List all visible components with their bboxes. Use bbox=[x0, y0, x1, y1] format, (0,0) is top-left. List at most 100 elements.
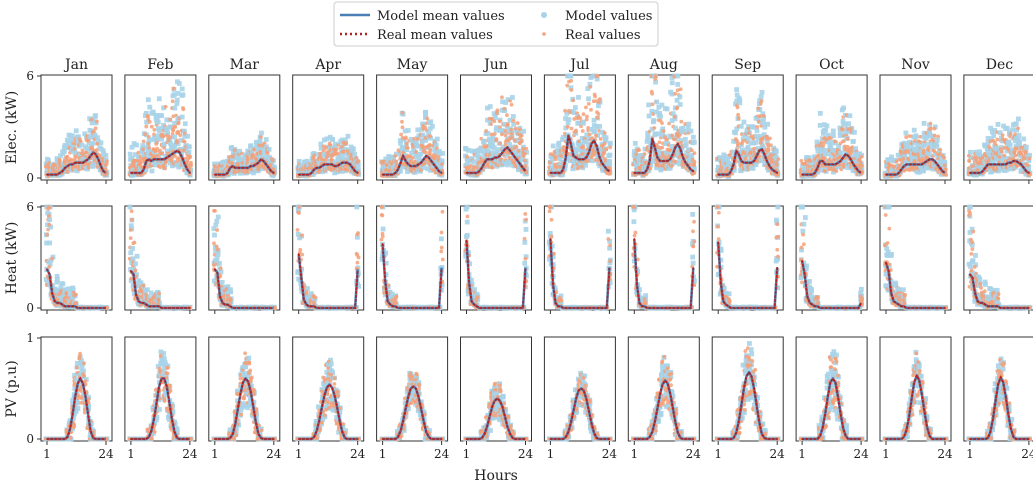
real-value-point bbox=[334, 147, 339, 152]
legend-model-values-label: Model values bbox=[565, 9, 652, 24]
model-value-point bbox=[127, 151, 133, 157]
real-value-point bbox=[154, 142, 159, 146]
real-value-point bbox=[145, 114, 150, 119]
real-value-point bbox=[650, 102, 655, 107]
real-value-point bbox=[673, 137, 677, 142]
real-value-point bbox=[141, 147, 145, 152]
real-value-point bbox=[673, 91, 678, 96]
model-value-point bbox=[150, 109, 156, 115]
real-value-point bbox=[604, 147, 609, 152]
month-title-sep: Sep bbox=[734, 57, 761, 73]
month-title-dec: Dec bbox=[986, 57, 1014, 73]
model-value-point bbox=[491, 145, 497, 151]
model-value-point bbox=[741, 119, 747, 125]
real-value-point bbox=[848, 126, 853, 131]
real-value-point bbox=[918, 134, 923, 139]
model-value-point bbox=[576, 94, 581, 100]
real-value-point bbox=[595, 115, 600, 120]
real-value-point bbox=[158, 165, 163, 170]
real-value-point bbox=[660, 121, 664, 126]
real-value-point bbox=[513, 146, 517, 150]
real-value-point bbox=[743, 156, 748, 161]
real-value-point bbox=[404, 141, 409, 146]
model-value-point bbox=[140, 149, 146, 155]
panel-feb-1: Feb bbox=[124, 57, 197, 184]
model-value-point bbox=[651, 118, 657, 123]
model-value-point bbox=[596, 103, 601, 109]
model-value-point bbox=[74, 168, 80, 174]
real-value-point bbox=[245, 158, 250, 162]
model-value-point bbox=[583, 162, 588, 168]
real-value-point bbox=[146, 141, 151, 146]
real-value-point bbox=[769, 160, 774, 165]
real-value-point bbox=[670, 133, 675, 138]
real-value-point bbox=[178, 133, 183, 138]
real-value-point bbox=[141, 139, 146, 144]
real-value-point bbox=[904, 149, 908, 153]
model-value-point bbox=[758, 94, 764, 100]
legend-model-values-swatch bbox=[541, 12, 547, 18]
model-value-point bbox=[171, 92, 177, 98]
model-value-point bbox=[688, 128, 694, 134]
real-value-point bbox=[727, 152, 732, 157]
model-value-point bbox=[182, 133, 188, 139]
real-value-point bbox=[758, 140, 763, 145]
model-value-point bbox=[164, 127, 170, 133]
model-value-point bbox=[510, 114, 516, 119]
real-value-point bbox=[166, 136, 171, 141]
real-value-point bbox=[513, 126, 518, 131]
model-value-point bbox=[92, 133, 98, 139]
real-value-point bbox=[143, 156, 148, 161]
model-value-point bbox=[64, 143, 69, 149]
model-value-point bbox=[568, 73, 574, 79]
real-value-point bbox=[673, 159, 677, 164]
month-title-aug: Aug bbox=[649, 57, 678, 73]
real-value-point bbox=[189, 162, 193, 167]
model-value-point bbox=[758, 158, 764, 163]
model-value-point bbox=[161, 122, 166, 128]
real-value-point bbox=[62, 159, 67, 163]
real-value-point bbox=[932, 133, 937, 138]
model-value-point bbox=[174, 101, 180, 107]
real-value-point bbox=[232, 169, 237, 174]
model-value-point bbox=[607, 152, 613, 158]
real-value-point bbox=[492, 131, 497, 136]
panel-may-1: May bbox=[376, 57, 449, 184]
model-value-point bbox=[237, 170, 243, 176]
real-value-point bbox=[512, 138, 517, 143]
model-value-point bbox=[79, 142, 85, 148]
real-value-point bbox=[504, 138, 509, 143]
legend-real-values-swatch bbox=[542, 32, 546, 36]
model-value-point bbox=[128, 156, 133, 162]
real-value-point bbox=[569, 88, 574, 92]
real-value-point bbox=[524, 146, 529, 151]
model-value-point bbox=[440, 151, 446, 156]
real-value-point bbox=[650, 91, 655, 96]
model-value-point bbox=[646, 102, 652, 108]
real-value-point bbox=[400, 119, 404, 124]
real-value-point bbox=[393, 154, 397, 158]
model-value-point bbox=[572, 105, 578, 110]
real-value-point bbox=[678, 87, 683, 92]
real-value-point bbox=[692, 163, 696, 167]
model-value-point bbox=[350, 146, 356, 152]
model-value-point bbox=[830, 128, 836, 134]
model-value-point bbox=[566, 117, 572, 122]
model-value-point bbox=[222, 159, 228, 165]
real-value-point bbox=[484, 144, 489, 149]
model-value-point bbox=[510, 95, 515, 100]
real-value-point bbox=[967, 159, 972, 164]
real-value-point bbox=[94, 119, 99, 124]
model-value-point bbox=[738, 123, 744, 129]
real-value-point bbox=[170, 99, 175, 104]
real-value-point bbox=[585, 114, 589, 119]
real-value-point bbox=[92, 129, 96, 134]
model-value-point bbox=[352, 151, 357, 157]
real-value-point bbox=[327, 141, 332, 146]
model-value-point bbox=[75, 140, 81, 146]
model-value-point bbox=[911, 127, 917, 133]
real-value-point bbox=[563, 108, 567, 113]
model-value-point bbox=[159, 136, 164, 142]
model-value-point bbox=[586, 96, 591, 102]
real-value-point bbox=[774, 163, 779, 167]
